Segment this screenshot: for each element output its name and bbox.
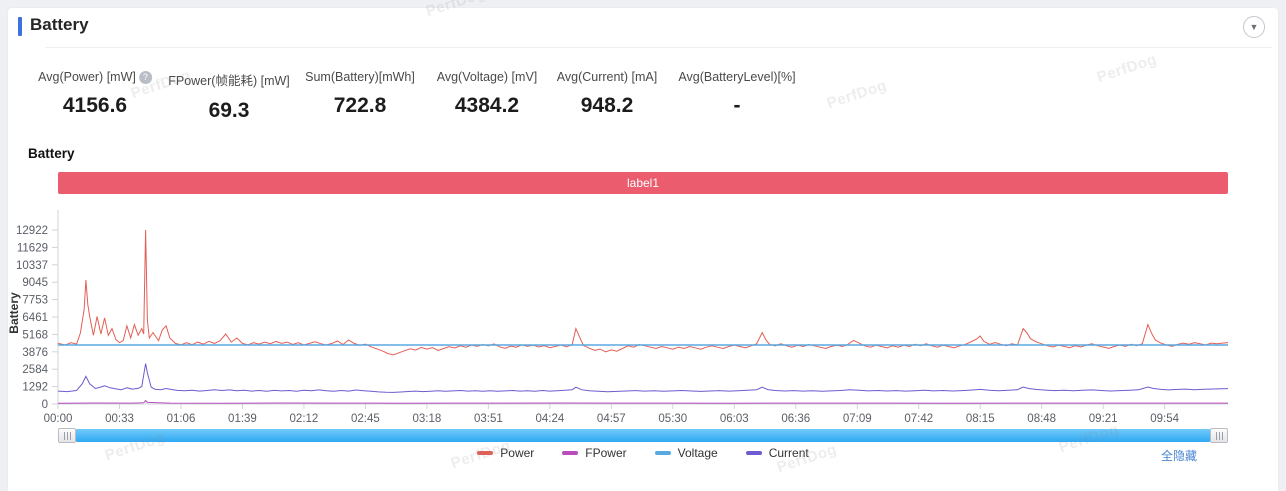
current-line-icon [745,451,762,455]
stat-avg-voltage: Avg(Voltage) [mV] 4384.2 [437,70,538,118]
stat-label: FPower(帧能耗) [mW] [168,74,290,88]
stat-value: 69.3 [208,99,250,122]
stat-label: Avg(Current) [mA] [556,70,658,84]
scrollbar-right-handle[interactable] [1210,428,1228,443]
stat-fpower: FPower(帧能耗) [mW] 69.3 [168,70,290,123]
fpower-line-icon [562,451,579,455]
stat-avg-current: Avg(Current) [mA] 948.2 [557,70,658,118]
legend-label: Voltage [677,446,718,460]
scrollbar-left-handle[interactable] [58,428,76,443]
stat-value: - [733,94,741,117]
chart-section-title: Battery [28,146,75,161]
stat-label: Avg(Voltage) [mV] [436,70,538,84]
stat-value: 4384.2 [454,94,520,117]
hide-all-link[interactable]: 全隐藏 [1161,449,1198,463]
voltage-line-icon [654,451,671,455]
stat-value: 4156.6 [62,94,128,117]
chart-legend: Power FPower Voltage Current [0,446,1286,460]
power-line-icon [477,451,494,455]
legend-label: Current [768,446,809,460]
chart-scrollbar[interactable] [58,428,1228,443]
legend-item-power[interactable]: Power [477,446,534,460]
page-title: Battery [30,15,89,34]
chevron-down-icon: ▼ [1249,22,1259,32]
stat-label: Sum(Battery)[mWh] [305,70,415,84]
collapse-button[interactable]: ▼ [1243,16,1265,38]
header-divider [45,47,1272,48]
legend-label: FPower [585,446,627,460]
legend-label: Power [500,446,535,460]
stat-label: Avg(BatteryLevel)[%] [678,70,796,84]
stat-sum-battery: Sum(Battery)[mWh] 722.8 [305,70,415,118]
grip-icon [63,431,71,440]
chart-label-bar: label1 [58,172,1228,194]
stat-value: 722.8 [333,94,387,117]
stat-avg-battery-level: Avg(BatteryLevel)[%] - [678,70,795,118]
help-icon[interactable]: ? [138,71,152,84]
legend-item-current[interactable]: Current [745,446,809,460]
grip-icon [1215,431,1223,440]
stat-value: 948.2 [580,94,634,117]
title-accent-bar [18,17,22,36]
scrollbar-thumb[interactable] [76,429,1210,442]
y-axis-title: Battery [7,292,21,334]
legend-item-fpower[interactable]: FPower [562,446,627,460]
stat-avg-power: Avg(Power) [mW]? 4156.6 [38,70,152,118]
stat-label: Avg(Power) [mW] [38,70,136,84]
legend-item-voltage[interactable]: Voltage [654,446,718,460]
